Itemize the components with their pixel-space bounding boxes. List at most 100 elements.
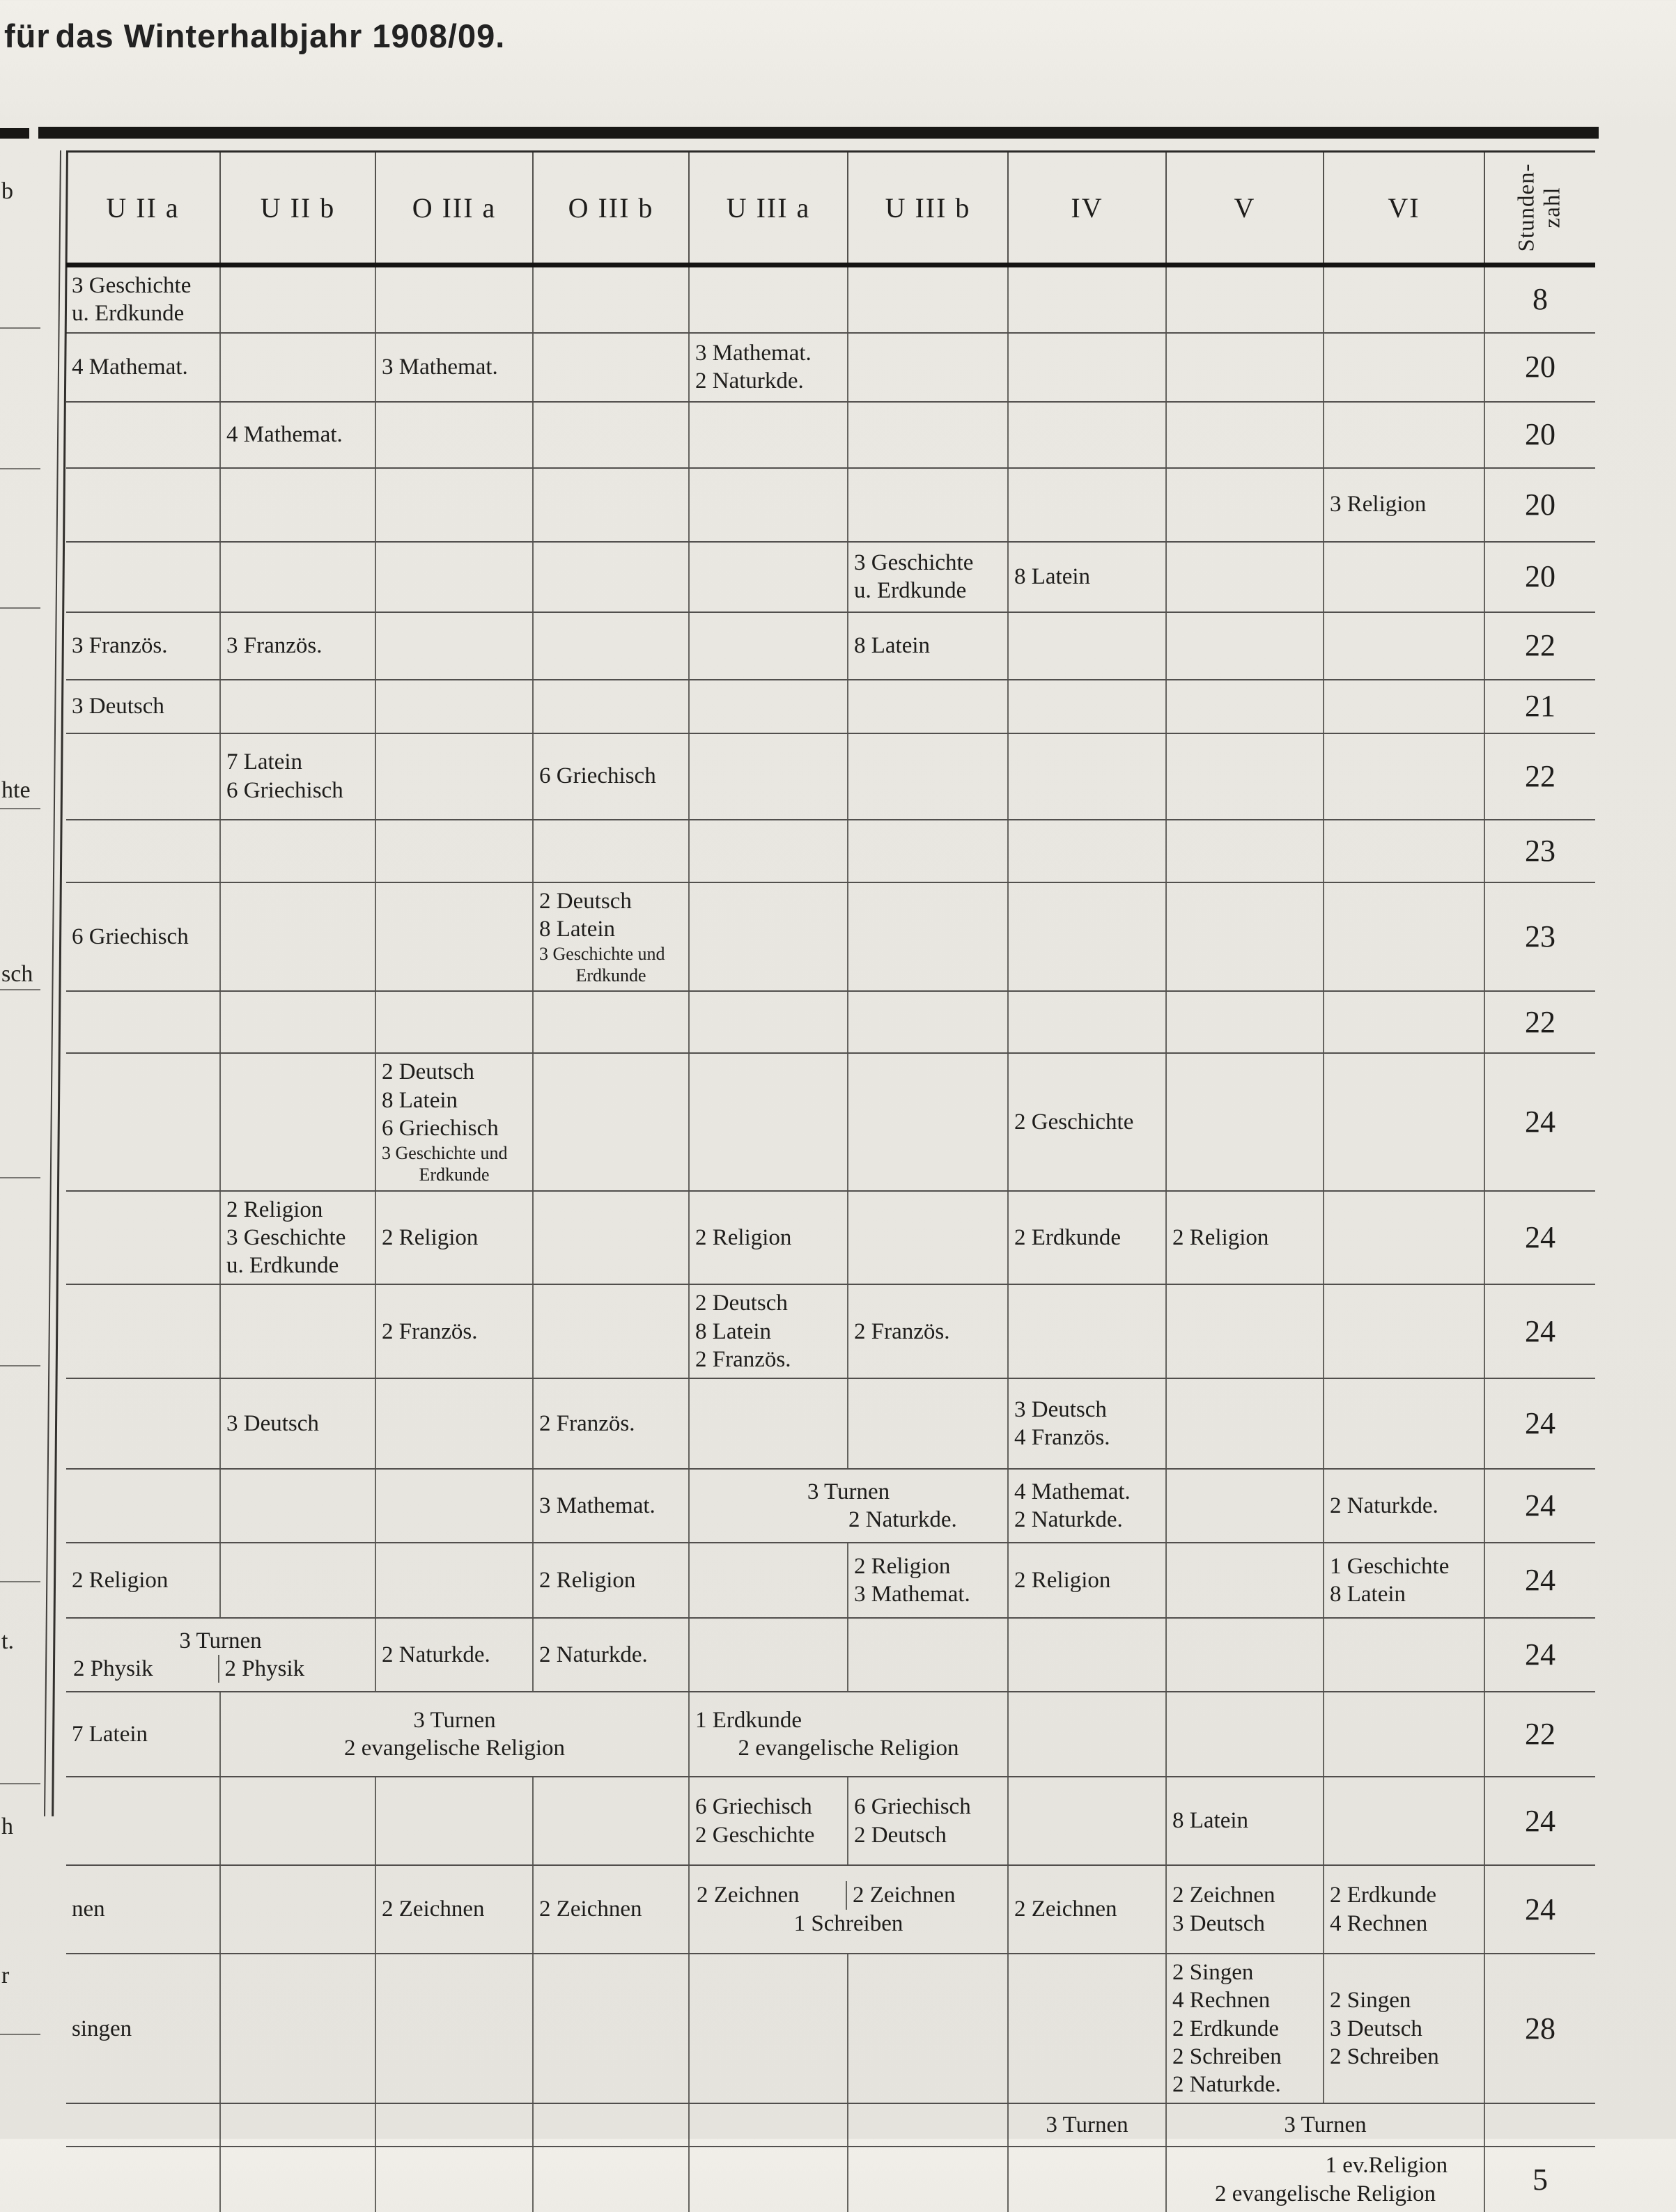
cell-UIIa: 3 Turnen 2 Physik 2 Physik — [66, 1619, 376, 1691]
cell-text: 3 Turnen — [179, 1628, 262, 1653]
table-row: 6 Griechisch 2 Geschichte 6 Griechisch 2 De… — [66, 1777, 1595, 1866]
table-row: 3 Turnen 3 Turnen — [66, 2104, 1595, 2148]
cell-text: 2 Deutsch — [539, 888, 632, 914]
timetable-header-row: U II a U II b O III a O III b U III a U … — [66, 150, 1595, 267]
cell-empty — [376, 1379, 534, 1468]
cell-text: 2 Zeichnen — [697, 1883, 800, 1908]
cell-text: 2 Religion — [1172, 1224, 1269, 1250]
cell-IV: 3 Turnen — [1009, 2104, 1167, 2147]
margin-line-stub — [0, 2034, 40, 2035]
cell-empty — [221, 1866, 376, 1953]
cell-text: 3 Religion — [1330, 492, 1427, 517]
cell-text: 2 Naturkde. — [695, 368, 804, 394]
cell-text: 2 Erdkunde — [1330, 1883, 1437, 1908]
column-header-oiiib: O III b — [534, 153, 690, 263]
cell-empty — [1009, 1619, 1167, 1691]
cell-empty — [1324, 680, 1485, 733]
cell-empty — [221, 468, 376, 541]
cell-empty — [1324, 612, 1485, 679]
stundenzahl-value: 21 — [1525, 689, 1555, 724]
cell-empty — [221, 2147, 376, 2212]
cell-UIIIb: 3 Geschichte u. Erdkunde — [848, 542, 1009, 612]
cell-text: 2 Französ. — [539, 1410, 635, 1436]
cell-UIIa: 2 Religion — [66, 1543, 221, 1617]
cell-text: 2 Deutsch — [695, 1291, 788, 1316]
cell-empty — [534, 1191, 690, 1284]
cell-UIIb: 4 Mathemat. — [221, 402, 376, 467]
title-prefix: für — [4, 17, 50, 54]
cell-empty — [1009, 1954, 1167, 2103]
cell-empty — [376, 2147, 534, 2212]
cell-empty — [376, 402, 534, 467]
cell-text: 1 ev.Religion — [1325, 2153, 1448, 2179]
cell-OIIIb: 2 Französ. — [534, 1379, 690, 1468]
cell-text: 2 Singen — [1330, 1988, 1411, 2014]
cell-text: 8 Latein — [1014, 563, 1091, 589]
cell-empty — [66, 820, 221, 882]
cell-empty — [221, 992, 376, 1053]
table-row: singen 2 Singen 4 Rechnen 2 Erdkunde 2 Schre… — [66, 1954, 1595, 2105]
cell-UIIa: 4 Mathemat. — [66, 333, 221, 401]
cell-text: 3 Deutsch — [72, 693, 164, 719]
cell-text: 1 Erdkunde — [695, 1707, 802, 1733]
column-header-oiiia: O III a — [376, 153, 534, 263]
cell-text: 2 evangelische Religion — [1214, 2181, 1436, 2206]
cell-empty — [848, 468, 1009, 541]
cell-empty — [376, 468, 534, 541]
stundenzahl-value: 20 — [1525, 487, 1555, 522]
cell-text: 1 Geschichte — [1330, 1553, 1450, 1579]
column-header-iv: IV — [1009, 153, 1167, 263]
cell-OIIIb: 2 Naturkde. — [534, 1619, 690, 1691]
cell-empty — [1009, 333, 1167, 401]
cell-text: 2 Religion — [1014, 1567, 1111, 1593]
cell-empty — [1167, 542, 1324, 612]
margin-cutoff-text: h — [1, 1814, 13, 1839]
stundenzahl-value: 8 — [1533, 282, 1548, 317]
cell-text: 3 Französ. — [226, 632, 323, 658]
cell-empty — [690, 542, 848, 612]
cell-empty — [221, 2104, 376, 2147]
cell-empty — [1167, 1285, 1324, 1378]
cell-OIIIb: 2 Zeichnen — [534, 1866, 690, 1953]
stundenzahl-value: 20 — [1525, 350, 1555, 384]
cell-empty — [848, 267, 1009, 332]
cell-empty — [1167, 820, 1324, 882]
cell-text: 8 Latein — [382, 1087, 458, 1113]
cell-UIIb: 3 Deutsch — [221, 1379, 376, 1468]
cell-UIIIa: 2 Zeichnen 2 Zeichnen 1 Schreiben — [690, 1866, 1009, 1953]
cell-text: 4 Französ. — [1014, 1425, 1110, 1450]
cell-empty — [1167, 1379, 1324, 1468]
cell-empty — [1009, 468, 1167, 541]
cell-empty — [690, 612, 848, 679]
margin-cutoff-text: sch — [1, 961, 33, 987]
cell-text: 2 Zeichnen — [1172, 1883, 1275, 1908]
cell-empty — [690, 1379, 848, 1468]
cell-empty — [221, 1543, 376, 1617]
cell-empty — [66, 1379, 221, 1468]
margin-cutoff-text: b — [1, 178, 13, 204]
cell-empty — [690, 402, 848, 467]
cell-UIIa: 3 Französ. — [66, 612, 221, 679]
cell-text: 3 Turnen — [807, 1479, 890, 1504]
cell-halves: 2 Zeichnen 2 Zeichnen — [695, 1881, 1002, 1910]
cell-empty — [690, 468, 848, 541]
cell-text: 3 Mathemat. — [539, 1493, 655, 1518]
stundenzahl-value: 24 — [1525, 1803, 1555, 1838]
cell-empty — [66, 542, 221, 612]
cell-empty — [66, 1777, 221, 1864]
cell-OIIIb: 6 Griechisch — [534, 733, 690, 819]
cell-empty — [1324, 402, 1485, 467]
cell-text: 4 Mathemat. — [1014, 1479, 1131, 1504]
cell-text: 2 Religion — [72, 1567, 169, 1593]
cell-UIIIa: 3 Mathemat. 2 Naturkde. — [690, 333, 848, 401]
cell-empty — [1167, 992, 1324, 1053]
cell-text: 2 Schreiben — [1172, 2043, 1282, 2069]
column-header-uiiia: U III a — [690, 153, 848, 263]
cell-empty — [690, 733, 848, 819]
cell-text: 2 Erdkunde — [1014, 1224, 1122, 1250]
cell-empty — [376, 820, 534, 882]
cell-V: 3 Turnen — [1167, 2104, 1485, 2147]
cell-OIIIb: 2 Deutsch 8 Latein 3 Geschichte und Erdkund… — [534, 882, 690, 991]
cell-halves: 2 Physik 2 Physik — [72, 1655, 369, 1683]
cell-empty — [534, 1054, 690, 1190]
